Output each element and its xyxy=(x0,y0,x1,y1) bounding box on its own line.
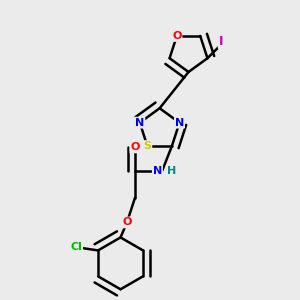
Text: S: S xyxy=(143,141,152,151)
Text: H: H xyxy=(167,166,176,176)
Text: N: N xyxy=(135,118,144,128)
Text: O: O xyxy=(172,31,182,41)
Text: N: N xyxy=(175,118,184,128)
Text: N: N xyxy=(153,166,162,176)
Text: O: O xyxy=(122,218,132,227)
Text: I: I xyxy=(219,35,223,48)
Text: Cl: Cl xyxy=(70,242,82,252)
Text: O: O xyxy=(130,142,140,152)
